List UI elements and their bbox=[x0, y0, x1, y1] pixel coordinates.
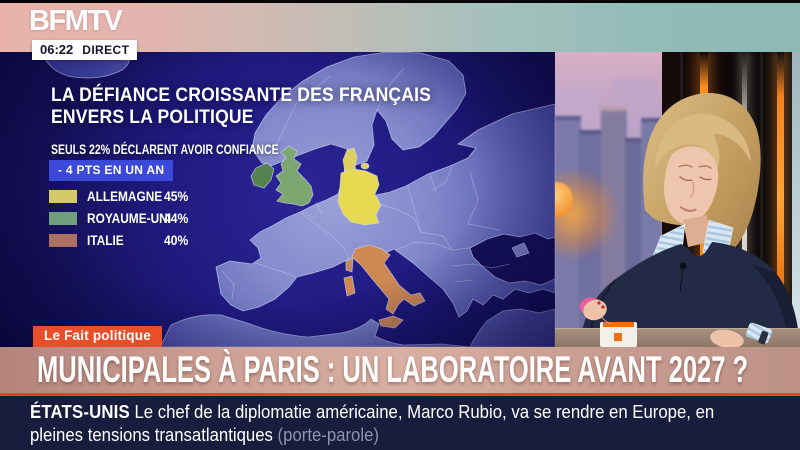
legend-country: ITALIE bbox=[87, 233, 124, 248]
infographic-panel: LA DÉFIANCE CROISSANTE DES FRANÇAIS ENVE… bbox=[0, 52, 555, 347]
lapel-microphone bbox=[679, 262, 687, 270]
clock-time: 06:22 bbox=[40, 42, 74, 57]
ticker-source: (porte-parole) bbox=[277, 425, 379, 445]
sweater-shading bbox=[751, 264, 800, 347]
nail-polish bbox=[601, 305, 605, 309]
ticker-text: Le chef de la diplomatie américaine, Mar… bbox=[30, 402, 715, 445]
topic-badge: Le Fait politique bbox=[33, 326, 162, 347]
panel-seam bbox=[760, 52, 763, 347]
navy-sweater bbox=[579, 242, 800, 347]
nail-polish bbox=[597, 301, 601, 305]
legend-swatch-uk bbox=[49, 212, 77, 225]
orange-lamp bbox=[555, 182, 573, 217]
infographic-title: LA DÉFIANCE CROISSANTE DES FRANÇAIS ENVE… bbox=[51, 84, 431, 128]
legend-country: ROYAUME-UNI bbox=[87, 211, 172, 226]
danish-island bbox=[360, 162, 370, 170]
legend-value: 44% bbox=[164, 211, 189, 226]
legend-value: 40% bbox=[164, 233, 189, 248]
right-hand bbox=[710, 329, 744, 347]
presenter-hands bbox=[579, 297, 772, 347]
delta-badge: - 4 PTS EN UN AN bbox=[49, 160, 174, 181]
face bbox=[664, 146, 719, 225]
legend-swatch-italy bbox=[49, 234, 77, 247]
time-live-box: 06:22 DIRECT bbox=[32, 40, 138, 60]
title-line-2: ENVERS LA POLITIQUE bbox=[51, 106, 254, 128]
infographic-subtitle: SEULS 22% DÉCLARENT AVOIR CONFIANCE bbox=[51, 142, 279, 157]
coffee-cup bbox=[600, 322, 637, 347]
ticker-content: ÉTATS-UNIS Le chef de la diplomatie amér… bbox=[30, 401, 718, 447]
map-legend: ALLEMAGNE 45% ROYAUME-UNI 44% ITALIE 40% bbox=[49, 189, 239, 256]
news-ticker: ÉTATS-UNIS Le chef de la diplomatie amér… bbox=[0, 396, 800, 450]
studio-video bbox=[555, 52, 800, 347]
accent-line bbox=[0, 393, 800, 396]
bfmtv-logo: BFMTV bbox=[29, 5, 123, 37]
legend-item: ITALIE 40% bbox=[49, 233, 239, 248]
legend-swatch-germany bbox=[49, 190, 77, 203]
live-badge: DIRECT bbox=[82, 43, 130, 57]
title-line-1: LA DÉFIANCE CROISSANTE DES FRANÇAIS bbox=[51, 84, 432, 106]
headline-banner: MUNICIPALES À PARIS : UN LABORATOIRE AVA… bbox=[0, 347, 800, 393]
left-hand bbox=[583, 299, 607, 321]
legend-item: ROYAUME-UNI 44% bbox=[49, 211, 239, 226]
top-black-line bbox=[0, 0, 800, 3]
wristwatch bbox=[758, 330, 769, 345]
legend-value: 45% bbox=[164, 189, 189, 204]
ticker-tag: ÉTATS-UNIS bbox=[30, 402, 130, 422]
legend-item: ALLEMAGNE 45% bbox=[49, 189, 239, 204]
presenter bbox=[579, 92, 800, 347]
bright-edge-panel bbox=[792, 52, 800, 347]
neck bbox=[683, 215, 710, 247]
legend-country: ALLEMAGNE bbox=[87, 189, 163, 204]
orange-light-strip bbox=[777, 52, 784, 347]
headline-text: MUNICIPALES À PARIS : UN LABORATOIRE AVA… bbox=[37, 349, 749, 390]
mic-cable bbox=[679, 268, 684, 293]
hair-fringe bbox=[655, 113, 751, 170]
